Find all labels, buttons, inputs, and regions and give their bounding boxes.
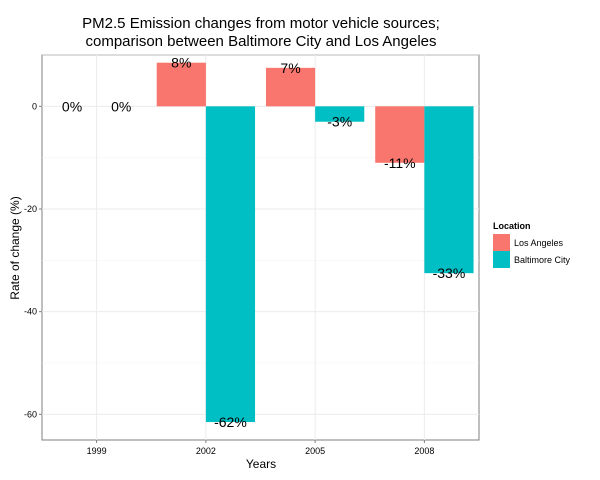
x-axis-title: Years [246, 457, 276, 471]
data-label-los-angeles-2002: 8% [171, 55, 191, 71]
chart-title-line-1: PM2.5 Emission changes from motor vehicl… [82, 15, 440, 32]
y-axis-title: Rate of change (%) [8, 196, 22, 299]
x-tick-label: 2005 [305, 446, 325, 456]
data-labels: 0% 8% 7% -11% 0% -62% -3% -33% [62, 55, 465, 430]
legend-title: Location [493, 221, 531, 231]
x-tick-label: 1999 [87, 446, 107, 456]
legend: Location Los Angeles Baltimore City [493, 221, 571, 268]
data-label-los-angeles-1999: 0% [62, 98, 82, 114]
chart-title-line-2: comparison between Baltimore City and Lo… [85, 33, 436, 50]
y-tick-label: -40 [24, 307, 37, 317]
data-label-baltimore-city-2008: -33% [433, 265, 466, 281]
bars [156, 62, 474, 423]
legend-label-los-angeles: Los Angeles [514, 238, 564, 248]
legend-label-baltimore-city: Baltimore City [514, 255, 571, 265]
data-label-baltimore-city-2005: -3% [327, 114, 352, 130]
y-tick-label: 0 [32, 101, 37, 111]
y-tick-label: -60 [24, 409, 37, 419]
y-axis-ticks: 0 -20 -40 -60 [24, 101, 42, 419]
legend-swatch-baltimore-city [493, 251, 510, 268]
x-axis-ticks: 1999 2002 2005 2008 [87, 440, 434, 456]
data-label-baltimore-city-1999: 0% [111, 98, 131, 114]
x-tick-label: 2002 [196, 446, 216, 456]
legend-swatch-los-angeles [493, 234, 510, 251]
bar-baltimore-city-2002 [205, 106, 256, 423]
y-tick-label: -20 [24, 204, 37, 214]
data-label-los-angeles-2008: -11% [384, 155, 416, 171]
bar-los-angeles-2002 [156, 62, 206, 107]
bar-baltimore-city-2008 [424, 106, 474, 274]
bar-los-angeles-2005 [265, 67, 316, 107]
data-label-baltimore-city-2002: -62% [214, 414, 247, 430]
bar-los-angeles-2008 [375, 106, 425, 163]
x-tick-label: 2008 [414, 446, 434, 456]
data-label-los-angeles-2005: 7% [280, 60, 300, 76]
bar-baltimore-city-2005 [315, 106, 365, 122]
